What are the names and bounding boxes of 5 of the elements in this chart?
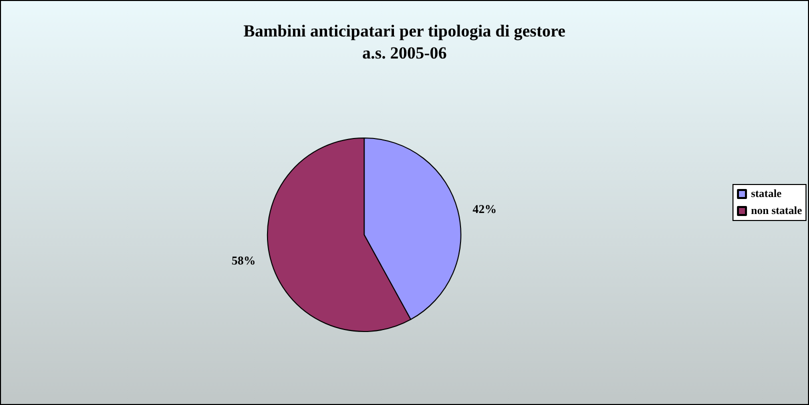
legend-label: non statale	[750, 205, 802, 217]
chart-title: Bambini anticipatari per tipologia di gestore a.s. 2005-06	[244, 22, 566, 62]
data-label: 58%	[232, 253, 256, 268]
legend-label: statale	[750, 188, 782, 200]
data-label: 42%	[472, 202, 497, 216]
